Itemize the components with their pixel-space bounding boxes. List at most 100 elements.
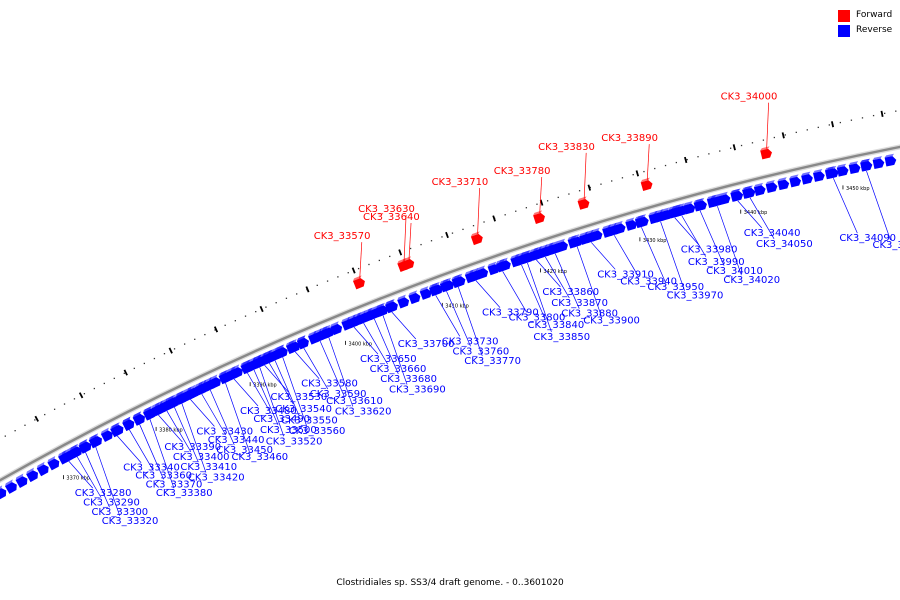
- reverse-gene-glyph: [495, 258, 508, 273]
- sequence-dot: [133, 367, 135, 370]
- reverse-gene-label: CK3_33990: [688, 257, 745, 268]
- reverse-leader-line: [268, 362, 294, 405]
- forward-gene-glyph: [533, 210, 545, 224]
- ruler-tick-label: 3450 kbp: [846, 186, 870, 192]
- sequence-dot: [806, 129, 808, 131]
- reverse-gene-glyph: [548, 241, 561, 255]
- sequence-dot: [697, 156, 699, 158]
- reverse-gene-glyph: [710, 193, 723, 207]
- sequence-dot: [316, 284, 318, 286]
- sequence-dot: [44, 413, 46, 416]
- reverse-gene-label: CK3_33700: [398, 339, 455, 350]
- forward-gene-label: CK3_33780: [494, 166, 551, 177]
- reverse-gene-glyph: [584, 229, 597, 244]
- sequence-dot: [611, 180, 613, 182]
- sequence-dot: [795, 131, 797, 134]
- ruler-tick-label: 3430 kbp: [643, 238, 667, 244]
- reverse-leader-line: [181, 403, 207, 473]
- sequence-dot: [337, 276, 339, 278]
- sequence-dot: [63, 403, 66, 405]
- reverse-gene-label: CK3_33450: [216, 445, 273, 456]
- forward-gene-label: CK3_33640: [363, 212, 420, 223]
- reverse-gene-label: CK3_33390: [164, 442, 221, 453]
- reverse-gene-label: CK3_34110: [872, 240, 900, 251]
- sequence-dash: [684, 156, 688, 164]
- reverse-gene-glyph: [218, 370, 231, 385]
- reverse-leader-line: [554, 253, 580, 309]
- reverse-gene-label: CK3_33410: [180, 462, 237, 473]
- reverse-leader-line: [201, 393, 227, 436]
- backbone-shadow: [0, 144, 900, 484]
- sequence-dot: [632, 174, 634, 176]
- sequence-dot: [368, 263, 370, 266]
- sequence-dot: [255, 310, 257, 313]
- sequence-dash: [635, 170, 640, 177]
- sequence-dot: [389, 255, 391, 258]
- reverse-leader-line: [190, 399, 215, 427]
- reverse-gene-label: CK3_34050: [756, 239, 813, 250]
- reverse-gene-glyph: [275, 344, 288, 359]
- forward-gene-label: CK3_33890: [601, 133, 658, 144]
- reverse-gene-glyph: [607, 222, 620, 237]
- reverse-leader-line: [373, 318, 399, 375]
- sequence-dot: [103, 382, 105, 385]
- reverse-leader-line: [353, 326, 379, 355]
- reverse-gene-glyph: [385, 299, 397, 314]
- legend-reverse-swatch: [838, 25, 850, 37]
- sequence-dot: [686, 158, 688, 161]
- sequence-dot: [357, 267, 360, 270]
- reverse-gene-glyph: [142, 406, 155, 421]
- sequence-dot: [600, 183, 602, 185]
- reverse-leader-line: [328, 337, 354, 407]
- reverse-gene-glyph: [634, 214, 647, 229]
- reverse-gene-glyph: [538, 244, 551, 258]
- reverse-gene-label: CK3_33340: [123, 463, 180, 474]
- sequence-dot: [708, 153, 710, 155]
- reverse-leader-line: [158, 414, 183, 443]
- reverse-gene-label: CK3_33560: [289, 426, 346, 437]
- reverse-leader-line: [717, 206, 742, 276]
- forward-leader-line: [583, 152, 587, 199]
- sequence-dot: [214, 329, 216, 331]
- reverse-gene-glyph: [801, 171, 813, 185]
- reverse-leader-line: [576, 246, 602, 316]
- reverse-gene-glyph: [683, 201, 696, 215]
- ruler-tick-label: 3390 kbp: [253, 383, 277, 389]
- sequence-dot: [536, 203, 538, 205]
- reverse-gene-glyph: [110, 422, 123, 438]
- reverse-leader-line: [139, 424, 164, 480]
- sequence-dot: [861, 117, 864, 119]
- sequence-dot: [143, 362, 146, 365]
- sequence-dot: [451, 232, 454, 234]
- backbone-line: [0, 145, 900, 482]
- sequence-dash: [213, 326, 219, 333]
- sequence-dot: [784, 134, 786, 136]
- sequence-dot: [24, 424, 26, 426]
- reverse-gene-glyph: [625, 217, 638, 231]
- reverse-gene-label: CK3_33360: [135, 471, 192, 482]
- reverse-leader-line: [674, 217, 700, 245]
- reverse-gene-glyph: [288, 338, 301, 354]
- reverse-gene-label: CK3_33590: [310, 389, 367, 400]
- legend-forward-label: Forward: [856, 10, 893, 20]
- reverse-gene-label: CK3_33690: [389, 384, 446, 395]
- reverse-gene-label: CK3_33900: [583, 316, 640, 327]
- reverse-gene-glyph: [836, 163, 849, 177]
- sequence-dot: [621, 177, 624, 179]
- reverse-gene-glyph: [860, 158, 872, 172]
- reverse-gene-glyph: [848, 161, 861, 174]
- reverse-gene-glyph: [0, 485, 7, 500]
- genome-caption: Clostridiales sp. SS3/4 draft genome. - …: [336, 578, 564, 588]
- reverse-leader-line: [303, 347, 329, 390]
- reverse-gene-glyph: [529, 247, 542, 261]
- reverse-gene-label: CK3_34090: [839, 233, 896, 244]
- reverse-leader-line: [521, 264, 546, 321]
- sequence-dot: [163, 353, 166, 355]
- reverse-gene-glyph: [743, 185, 756, 199]
- reverse-gene-label: CK3_33840: [527, 320, 584, 331]
- reverse-gene-glyph: [731, 188, 744, 202]
- sequence-dot: [441, 236, 443, 238]
- reverse-gene-label: CK3_33500: [260, 425, 317, 436]
- sequence-dot: [504, 214, 506, 216]
- gene-label-leader-lines: [68, 102, 891, 516]
